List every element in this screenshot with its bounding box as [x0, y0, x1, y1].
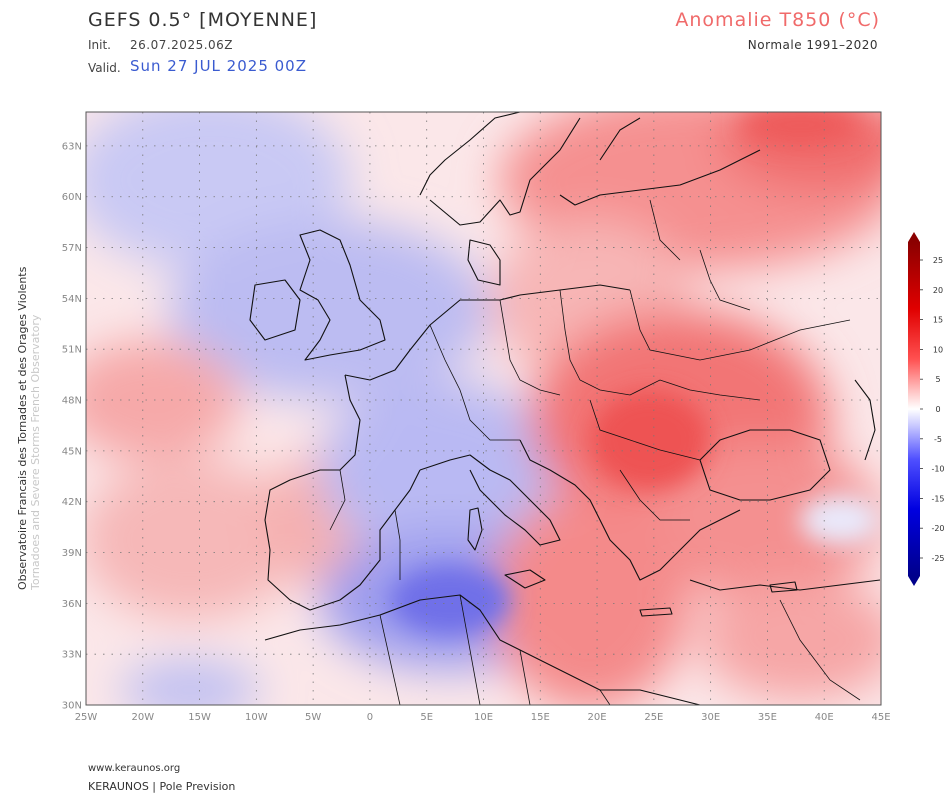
lon-tick-label: 15W [188, 712, 211, 723]
footer-brand: KERAUNOS | Pole Prevision [88, 780, 236, 793]
lat-tick-label: 33N [62, 650, 82, 661]
variable-title: Anomalie T850 (°C) [675, 9, 880, 31]
init-label: Init. [88, 38, 111, 52]
colorbar-tick-label: -5 [934, 435, 942, 444]
lat-tick-label: 36N [62, 599, 82, 610]
lat-tick-label: 48N [62, 396, 82, 407]
valid-label: Valid. [88, 61, 121, 75]
map-border [85, 111, 882, 706]
lat-tick-label: 54N [62, 294, 82, 305]
colorbar: 25 20 15 10 5 0 -5 -10 -15 -20 -25 [908, 232, 945, 586]
lon-tick-label: 10W [245, 712, 268, 723]
lat-tick-label: 42N [62, 497, 82, 508]
valid-value: Sun 27 JUL 2025 00Z [130, 57, 307, 75]
colorbar-gradient [908, 242, 920, 576]
lon-tick-label: 15E [531, 712, 550, 723]
lon-tick-label: 40E [815, 712, 834, 723]
graticule [86, 112, 881, 705]
lat-tick-label: 45N [62, 446, 82, 457]
lon-tick-label: 5W [305, 712, 321, 723]
lat-tick-label: 63N [62, 141, 82, 152]
lon-tick-label: 35E [758, 712, 777, 723]
lon-tick-label: 20W [131, 712, 154, 723]
colorbar-tick-label: 20 [933, 286, 943, 295]
colorbar-min-arrow [908, 576, 920, 586]
colorbar-max-arrow [908, 232, 920, 242]
normale-period: Normale 1991–2020 [747, 38, 878, 52]
lat-tick-label: 60N [62, 192, 82, 203]
lon-tick-label: 30E [701, 712, 720, 723]
lon-tick-label: 45E [871, 712, 890, 723]
colorbar-tick-label: 0 [935, 405, 940, 414]
colorbar-tick-label: 25 [933, 256, 943, 265]
lon-tick-label: 20E [588, 712, 607, 723]
footer-url: www.keraunos.org [88, 763, 181, 774]
country-borders [329, 199, 861, 705]
colorbar-tick-label: 10 [933, 345, 943, 354]
lon-tick-label: 5E [420, 712, 433, 723]
init-value: 26.07.2025.06Z [130, 38, 234, 52]
model-title: GEFS 0.5° [MOYENNE] [88, 9, 318, 31]
lat-tick-label: 51N [62, 345, 82, 356]
lon-tick-label: 25E [644, 712, 663, 723]
colorbar-tick-label: -15 [931, 494, 944, 503]
coastlines [249, 112, 881, 705]
longitude-labels: 25W 20W 15W 10W 5W 0 5E 10E 15E 20E 25E 30E 35E 40E 45… [75, 712, 891, 723]
colorbar-tick-label: 15 [933, 316, 943, 325]
lat-tick-label: 30N [62, 701, 82, 712]
lat-tick-label: 57N [62, 243, 82, 254]
colorbar-tick-label: 5 [935, 375, 940, 384]
lat-tick-label: 39N [62, 548, 82, 559]
colorbar-tick-label: -10 [931, 465, 944, 474]
lon-tick-label: 25W [75, 712, 98, 723]
lon-tick-label: 0 [367, 712, 373, 723]
colorbar-tick-label: -20 [931, 524, 944, 533]
latitude-labels: 63N 60N 57N 54N 51N 48N 45N 42N 39N 36N 33N 30N [62, 141, 82, 711]
colorbar-tick-label: -25 [931, 554, 944, 563]
lon-tick-label: 10E [474, 712, 493, 723]
